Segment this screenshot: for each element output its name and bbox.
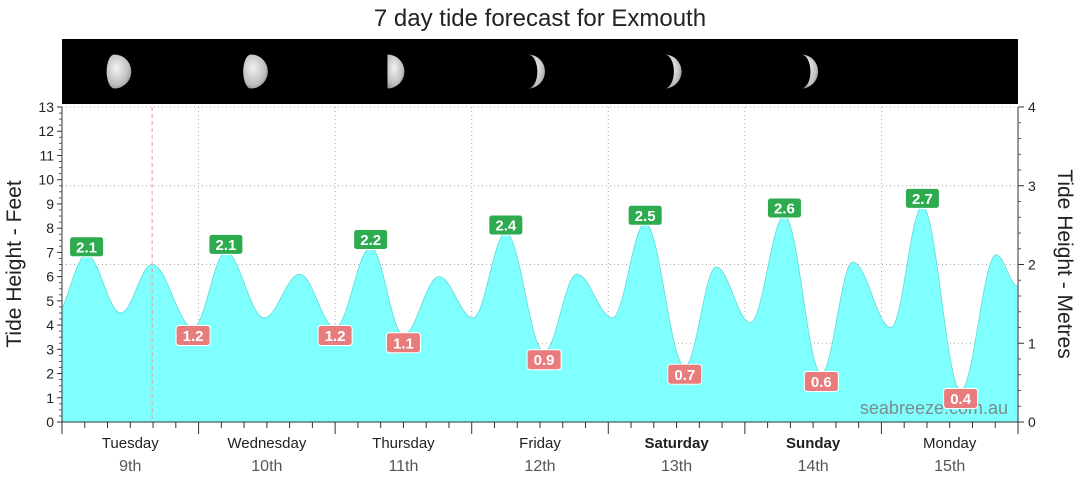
- moon-lit-part: [106, 54, 132, 89]
- y-tick-label-left: 0: [46, 414, 54, 430]
- label-badge-bg: [488, 214, 524, 236]
- label-badge-text: 0.6: [811, 374, 832, 391]
- low-tide-label: 0.6: [803, 371, 839, 393]
- x-day-label: Wednesday: [227, 435, 306, 452]
- y-tick-label-left: 5: [46, 293, 54, 309]
- label-badge-text: 1.2: [183, 328, 204, 345]
- moon-lit-part: [664, 54, 682, 89]
- label-badge-text: 1.1: [393, 335, 414, 352]
- label-badge-text: 2.1: [215, 237, 236, 254]
- x-date-label: 12th: [524, 458, 555, 475]
- high-tide-label: 2.4: [488, 214, 524, 236]
- high-tide-label: 2.1: [208, 233, 244, 255]
- low-tide-label: 1.1: [385, 332, 421, 354]
- label-badge-text: 2.4: [495, 218, 517, 235]
- label-badge-text: 2.1: [76, 239, 97, 256]
- x-day-label: Friday: [519, 435, 561, 452]
- y-tick-label-left: 6: [46, 269, 54, 285]
- moon-waning-gibbous-icon: [243, 54, 268, 89]
- label-badge-bg: [803, 371, 839, 393]
- y-tick-label-right: 0: [1028, 414, 1036, 430]
- x-date-label: 14th: [798, 458, 829, 475]
- moon-waning-gibbous-icon: [106, 54, 132, 89]
- low-tide-label: 1.2: [317, 325, 353, 346]
- label-badge-text: 1.2: [325, 328, 346, 345]
- label-badge-bg: [667, 363, 703, 385]
- label-badge-bg: [317, 325, 353, 346]
- label-badge-text: 0.9: [534, 352, 555, 369]
- label-badge-bg: [627, 204, 663, 226]
- label-badge-text: 2.2: [360, 232, 381, 249]
- label-badge-bg: [904, 187, 940, 209]
- y-tick-label-right: 2: [1028, 257, 1036, 273]
- y-tick-label-left: 11: [39, 147, 54, 163]
- y-tick-label-left: 2: [46, 366, 54, 382]
- y-tick-label-left: 3: [46, 341, 54, 357]
- label-badge-bg: [208, 233, 244, 255]
- low-tide-label: 0.9: [526, 349, 562, 371]
- moon-lit-part: [387, 54, 405, 89]
- watermark-text: seabreeze.com.au: [860, 398, 1008, 418]
- y-tick-label-left: 12: [38, 123, 54, 139]
- y-tick-label-right: 1: [1028, 335, 1036, 351]
- moon-lit-part: [243, 54, 268, 89]
- chart-title: 7 day tide forecast for Exmouth: [374, 5, 706, 32]
- y-axis-left-label: Tide Height - Feet: [3, 180, 26, 347]
- y-tick-label-right: 4: [1028, 99, 1036, 115]
- x-date-label: 9th: [119, 458, 141, 475]
- y-axis-right-label: Tide Height - Metres: [1053, 169, 1076, 358]
- moon-waning-crescent-icon: [528, 54, 545, 89]
- moon-waning-crescent-icon: [801, 54, 819, 89]
- y-tick-label-left: 8: [46, 220, 54, 236]
- high-tide-label: 2.5: [627, 204, 663, 226]
- x-day-label: Sunday: [786, 435, 841, 452]
- high-tide-label: 2.2: [353, 229, 389, 251]
- label-badge-bg: [175, 325, 211, 346]
- label-badge-bg: [943, 388, 979, 409]
- y-tick-label-left: 7: [46, 244, 54, 260]
- y-tick-label-left: 10: [38, 172, 54, 188]
- label-badge-bg: [69, 236, 105, 258]
- x-day-label: Thursday: [372, 435, 435, 452]
- label-badge-bg: [353, 229, 389, 251]
- x-date-label: 11th: [388, 458, 418, 475]
- label-badge-text: 2.5: [635, 208, 656, 225]
- x-day-label: Tuesday: [102, 435, 159, 452]
- low-tide-label: 1.2: [175, 325, 211, 346]
- label-badge-bg: [766, 197, 802, 219]
- label-badge-text: 0.7: [674, 367, 695, 384]
- high-tide-label: 2.7: [904, 187, 940, 209]
- high-tide-label: 2.6: [766, 197, 802, 219]
- label-badge-text: 2.7: [912, 191, 933, 208]
- label-badge-bg: [385, 332, 421, 354]
- moon-lit-part: [528, 54, 545, 89]
- x-day-label: Monday: [923, 435, 977, 452]
- high-tide-label: 2.1: [69, 236, 105, 258]
- moon-waning-crescent-icon: [664, 54, 682, 89]
- label-badge-bg: [526, 349, 562, 371]
- low-tide-label: 0.7: [667, 363, 703, 385]
- x-day-label: Saturday: [644, 435, 709, 452]
- y-tick-label-right: 3: [1028, 178, 1036, 194]
- low-tide-label: 0.4: [943, 388, 979, 409]
- x-date-label: 13th: [661, 458, 692, 475]
- moon-last-quarter-icon: [387, 54, 405, 89]
- label-badge-text: 0.4: [950, 391, 972, 408]
- moon-lit-part: [801, 54, 819, 89]
- label-badge-text: 2.6: [774, 201, 795, 218]
- y-tick-label-left: 4: [46, 317, 54, 333]
- y-tick-label-left: 13: [38, 99, 54, 115]
- y-tick-label-left: 1: [46, 390, 54, 406]
- x-date-label: 15th: [934, 458, 965, 475]
- x-date-label: 10th: [251, 458, 282, 475]
- y-tick-label-left: 9: [46, 196, 54, 212]
